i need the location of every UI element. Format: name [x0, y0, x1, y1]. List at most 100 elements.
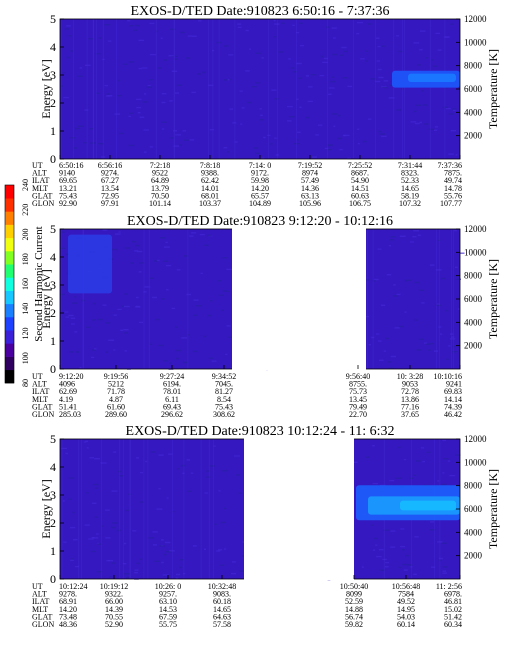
heatmap-noise-cell [196, 305, 202, 307]
heatmap-noise-cell [170, 137, 175, 139]
heatmap-noise-cell [453, 229, 458, 232]
table-cell: 9:56:40 [346, 372, 370, 381]
table-cell: 60.63 [351, 191, 369, 200]
heatmap-noise-cell [442, 566, 448, 568]
heatmap-noise-cell [251, 86, 257, 88]
heatmap-noise-cell [191, 91, 196, 94]
heatmap-noise-cell [161, 101, 166, 104]
y2-tick-label: 10000 [464, 457, 487, 467]
heatmap-noise-cell [169, 550, 175, 552]
heatmap-noise-cell [241, 107, 245, 109]
heatmap-noise-cell [409, 477, 414, 479]
colorbar-segment [5, 198, 14, 212]
table-cell: 9:34:52 [212, 372, 236, 381]
heatmap-noise-cell [328, 149, 332, 151]
heatmap-noise-cell [72, 511, 75, 514]
heatmap-noise-cell [226, 325, 231, 327]
heatmap-noise-cell [123, 329, 129, 331]
heatmap-noise-cell [375, 37, 380, 39]
heatmap-noise-cell [68, 477, 75, 479]
heatmap-noise-cell [372, 482, 379, 485]
heatmap-noise-cell [130, 262, 134, 264]
table-cell: 6:50:16 [59, 161, 83, 170]
heatmap-noise-cell [163, 260, 169, 262]
y-tick-label: 4 [50, 460, 56, 474]
heatmap-noise-cell [224, 290, 229, 292]
heatmap-noise-cell [131, 241, 137, 243]
heatmap-noise-cell [300, 44, 305, 47]
heatmap-noise-cell [375, 544, 378, 546]
heatmap-noise-cell [128, 61, 135, 63]
heatmap-noise-cell [206, 234, 212, 237]
heatmap-noise-cell [86, 447, 89, 449]
heatmap-noise-cell [390, 355, 396, 358]
heatmap-noise-cell [229, 78, 232, 81]
heatmap-noise-cell [202, 71, 206, 74]
heatmap-noise-cell [170, 28, 176, 30]
heatmap-noise-cell [163, 575, 166, 577]
table-cell: 60.34 [444, 620, 462, 629]
heatmap-noise-cell [296, 62, 302, 65]
colorbar-segment [5, 251, 14, 265]
heatmap-noise-cell [117, 308, 122, 311]
heatmap-noise-cell [124, 332, 128, 334]
table-cell: 9388. [201, 169, 219, 178]
colorbar-segment [5, 264, 14, 278]
heatmap-noise-cell [437, 480, 440, 482]
heatmap-noise-cell [119, 132, 125, 135]
heatmap-noise-cell [133, 29, 138, 31]
heatmap-noise-cell [368, 344, 371, 346]
heatmap-noise-cell [180, 464, 186, 467]
heatmap-noise-cell [222, 257, 228, 259]
heatmap-noise-cell [381, 45, 385, 47]
heatmap-noise-cell [446, 358, 449, 360]
y-tick-label: 2 [50, 306, 56, 320]
heatmap-noise-cell [261, 57, 264, 59]
heatmap-noise-cell [397, 446, 401, 449]
heatmap-noise-cell [311, 156, 317, 158]
table-cell: 101.14 [149, 199, 171, 208]
heatmap-noise-cell [442, 472, 445, 474]
heatmap-noise-cell [414, 319, 418, 321]
heatmap-noise-cell [376, 60, 381, 62]
heatmap-noise-cell [150, 451, 156, 453]
heatmap-noise-cell [450, 130, 456, 132]
colorbar-tick-label: 220 [21, 204, 30, 216]
table-cell: 6.11 [165, 395, 179, 404]
table-cell: 8687. [351, 169, 369, 178]
y-tick-label: 4 [50, 40, 56, 54]
heatmap-noise-cell [445, 87, 449, 89]
heatmap-noise-cell [255, 82, 261, 84]
table-cell: 77.16 [401, 402, 419, 411]
heatmap-noise-cell [182, 130, 186, 132]
heatmap-noise-cell [419, 121, 423, 124]
y2-tick-label: 12000 [464, 434, 487, 444]
heatmap-noise-cell [84, 109, 89, 111]
heatmap-noise-cell [158, 488, 161, 490]
heatmap-noise-cell [208, 357, 214, 359]
heatmap-noise-cell [341, 46, 347, 49]
table-cell: 9278. [59, 590, 77, 599]
heatmap-noise-cell [138, 67, 142, 70]
heatmap-noise-cell [158, 454, 164, 456]
heatmap-noise-cell [112, 522, 119, 524]
heatmap-noise-cell [379, 549, 384, 551]
heatmap-noise-cell [125, 509, 129, 512]
heatmap-noise-cell [159, 545, 165, 547]
heatmap-noise-cell [159, 237, 165, 239]
heatmap-noise-cell [175, 573, 181, 576]
heatmap-noise-cell [183, 255, 188, 257]
heatmap-noise-cell [274, 98, 279, 100]
panel-title: EXOS-D/TED Date:910823 9:12:20 - 10:12:1… [127, 214, 393, 229]
heatmap-noise-cell [100, 462, 107, 464]
heatmap-noise-cell [197, 73, 201, 75]
y2-tick-label: 8000 [464, 481, 483, 491]
colorbar-tick-label: 140 [21, 303, 30, 315]
table-cell: 14.39 [105, 605, 123, 614]
table-cell: 68.01 [201, 191, 219, 200]
heatmap-noise-cell [405, 279, 412, 281]
table-row-label: UT [32, 372, 43, 381]
table-cell: 308.62 [213, 410, 235, 419]
table-cell: 14.53 [159, 605, 177, 614]
heatmap-noise-cell [176, 269, 181, 271]
